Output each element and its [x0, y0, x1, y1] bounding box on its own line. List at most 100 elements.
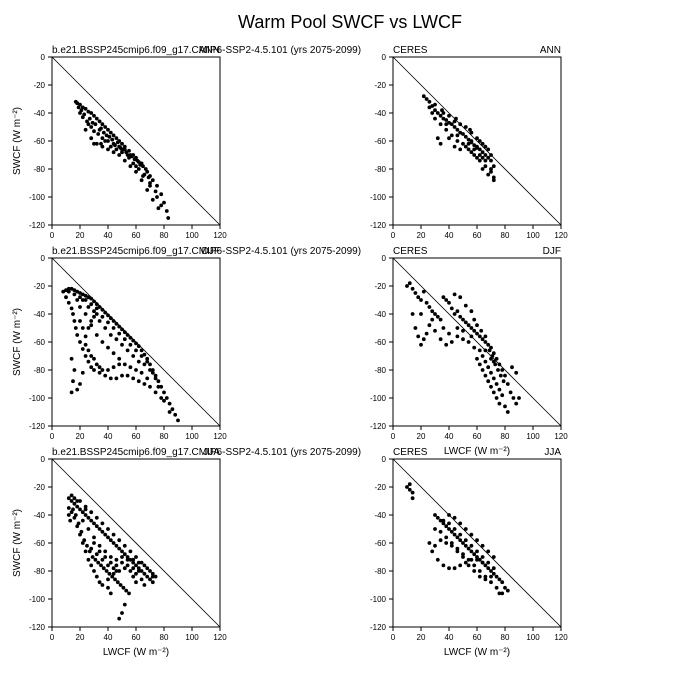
data-point: [128, 557, 133, 562]
data-point: [115, 580, 120, 585]
x-tick-label: 120: [213, 231, 227, 240]
data-point: [438, 538, 443, 543]
x-tick-label: 40: [104, 231, 113, 240]
data-point: [82, 112, 87, 117]
data-point: [447, 136, 451, 141]
data-point: [493, 362, 498, 367]
data-point: [134, 580, 138, 585]
data-point: [479, 328, 484, 333]
data-point: [405, 485, 409, 489]
data-point: [159, 396, 164, 400]
data-point: [486, 172, 491, 177]
figure-title: Warm Pool SWCF vs LWCF: [238, 12, 462, 32]
data-point: [501, 379, 506, 384]
data-point: [491, 178, 496, 183]
data-point: [447, 300, 451, 305]
data-point: [150, 178, 155, 183]
data-point: [452, 312, 457, 316]
data-point: [76, 105, 81, 110]
y-tick-label: 0: [41, 254, 46, 263]
data-point: [114, 543, 119, 548]
data-point: [150, 370, 155, 375]
data-point: [489, 158, 493, 163]
data-point: [455, 535, 460, 540]
data-point: [122, 337, 127, 342]
data-point: [438, 337, 443, 342]
data-point: [106, 127, 110, 132]
data-point: [78, 532, 82, 537]
data-point: [145, 356, 150, 361]
data-point: [455, 334, 460, 339]
data-point: [82, 538, 87, 543]
data-point: [117, 324, 122, 329]
data-point: [497, 591, 502, 596]
y-tick-label: -40: [374, 511, 386, 520]
data-point: [72, 501, 77, 506]
x-tick-label: 20: [417, 231, 426, 240]
data-point: [419, 312, 423, 316]
y-axis-title: SWCF (W m⁻²): [12, 308, 23, 376]
data-point: [75, 333, 80, 337]
data-point: [111, 141, 116, 146]
data-point: [458, 521, 463, 526]
data-point: [103, 373, 108, 378]
data-point: [131, 376, 136, 381]
data-point: [103, 532, 108, 537]
data-point: [469, 139, 474, 143]
data-point: [93, 557, 98, 562]
data-point: [120, 611, 124, 615]
data-point: [475, 136, 479, 141]
data-point: [441, 518, 446, 523]
data-point: [139, 348, 144, 353]
data-point: [142, 352, 147, 357]
data-point: [433, 102, 437, 107]
data-point: [444, 122, 449, 127]
data-point: [136, 569, 141, 573]
data-point: [75, 499, 80, 503]
x-tick-label: 100: [185, 633, 199, 642]
data-point: [83, 504, 88, 509]
one-to-one-line: [392, 56, 562, 226]
x-tick-label: 120: [213, 432, 227, 441]
data-point: [89, 510, 94, 515]
data-point: [486, 147, 491, 152]
data-point: [66, 300, 71, 305]
data-point: [89, 319, 94, 323]
data-point: [164, 396, 169, 400]
data-point: [483, 158, 488, 163]
data-point: [103, 555, 108, 559]
panel-right-string: DJF: [202, 246, 220, 257]
data-point: [128, 164, 133, 169]
data-point: [483, 359, 488, 364]
data-point: [517, 396, 521, 400]
data-point: [97, 370, 102, 375]
data-point: [145, 376, 150, 381]
data-point: [156, 379, 161, 384]
data-point: [441, 116, 446, 121]
data-point: [433, 116, 437, 121]
data-point: [489, 384, 493, 389]
x-axis-title: LWCF (W m⁻²): [103, 647, 169, 658]
y-tick-label: -120: [29, 422, 46, 431]
data-point: [489, 345, 493, 350]
data-point: [92, 129, 96, 134]
data-point: [463, 320, 468, 325]
data-point: [125, 557, 130, 562]
data-point: [86, 515, 91, 520]
data-point: [115, 140, 120, 145]
data-point: [94, 306, 99, 311]
x-tick-label: 40: [445, 432, 454, 441]
data-point: [90, 120, 95, 125]
data-point: [433, 108, 437, 113]
data-point: [505, 588, 510, 593]
data-point: [480, 337, 485, 342]
data-point: [438, 317, 443, 322]
data-point: [477, 569, 482, 573]
data-point: [100, 144, 105, 149]
data-point: [114, 337, 119, 342]
data-point: [483, 153, 488, 157]
x-tick-label: 0: [50, 633, 55, 642]
data-point: [97, 580, 102, 585]
data-point: [162, 390, 166, 395]
data-point: [100, 521, 105, 526]
